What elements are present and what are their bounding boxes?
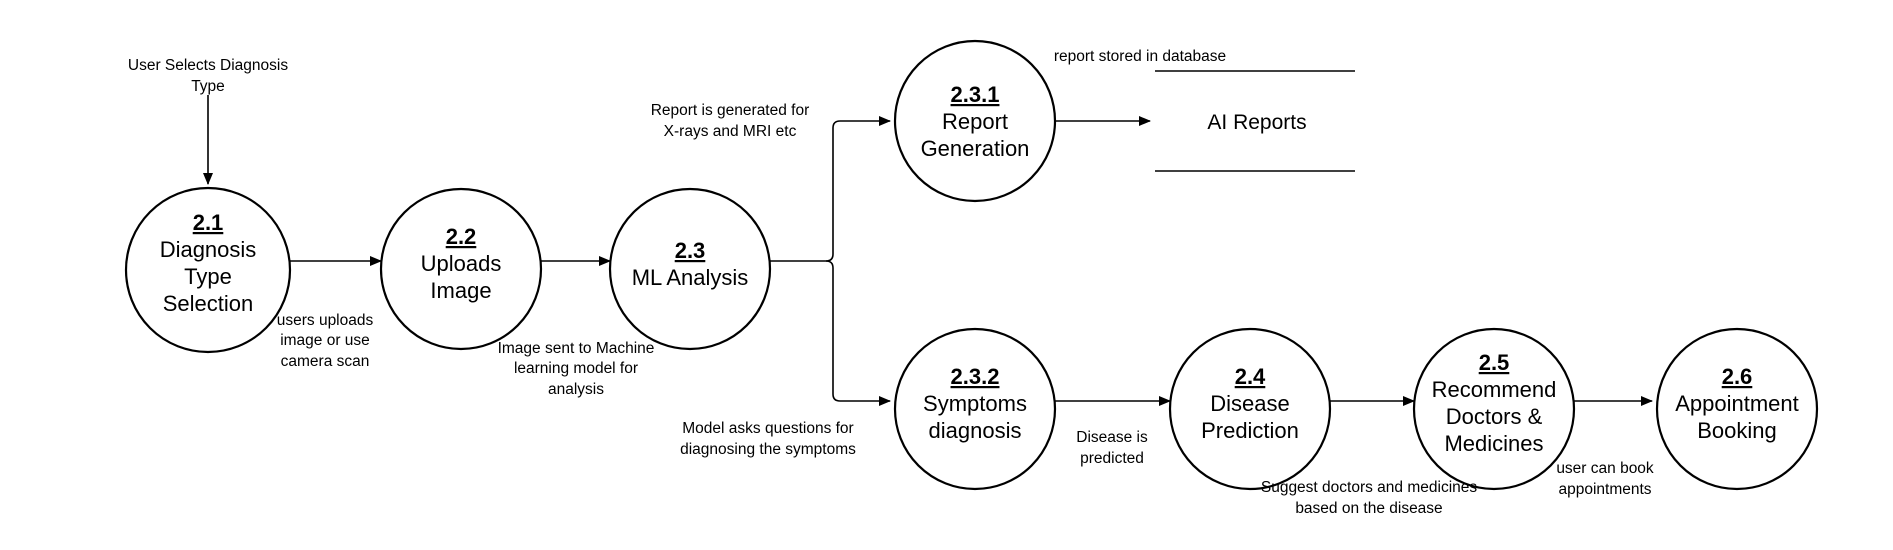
annotation-user-selects-line-1: User Selects Diagnosis bbox=[128, 57, 288, 74]
process-2-1: 2.1 Diagnosis Type Selection bbox=[124, 186, 292, 354]
process-2-3-label-line-1: ML Analysis bbox=[632, 265, 749, 290]
edges bbox=[203, 95, 1653, 406]
edge-2-3-to-2-3-2 bbox=[825, 260, 891, 406]
process-2-3-2-label-line-1: Symptoms bbox=[923, 391, 1027, 416]
process-2-3-2: 2.3.2 Symptoms diagnosis bbox=[893, 327, 1057, 491]
process-2-1-circle bbox=[124, 186, 292, 354]
datastore-ai-reports: AI Reports bbox=[1155, 70, 1355, 172]
process-2-2-label-line-2: Image bbox=[430, 278, 491, 303]
process-2-3-1-label-line-2: Generation bbox=[921, 136, 1030, 161]
process-2-3-circle bbox=[608, 187, 772, 351]
process-2-3-1: 2.3.1 Report Generation bbox=[893, 39, 1057, 203]
process-2-1-label-line-1: Diagnosis bbox=[160, 237, 257, 262]
process-2-1-label-line-2: Type bbox=[184, 264, 232, 289]
annotation-suggest-doctors-line-1: Suggest doctors and medicines bbox=[1261, 479, 1478, 496]
edge-2-3-branch bbox=[769, 116, 891, 262]
annotation-report-generated: Report is generated for X-rays and MRI e… bbox=[651, 102, 810, 140]
annotation-model-asks-line-2: diagnosing the symptoms bbox=[680, 441, 856, 458]
process-2-6: 2.6 Appointment Booking bbox=[1655, 327, 1819, 491]
annotation-report-generated-line-1: Report is generated for bbox=[651, 102, 810, 119]
process-2-2-id: 2.2 bbox=[446, 224, 477, 249]
annotation-disease-predicted-line-1: Disease is bbox=[1076, 429, 1148, 446]
annotation-users-uploads-line-1: users uploads bbox=[277, 312, 374, 329]
process-2-6-id: 2.6 bbox=[1722, 364, 1753, 389]
annotation-users-uploads-line-3: camera scan bbox=[281, 353, 370, 370]
annotation-user-selects: User Selects Diagnosis Type bbox=[128, 57, 288, 95]
process-2-2-circle bbox=[379, 187, 543, 351]
process-2-4: 2.4 Disease Prediction bbox=[1168, 327, 1332, 491]
process-2-3-1-id: 2.3.1 bbox=[951, 82, 1000, 107]
process-2-3-2-label-line-2: diagnosis bbox=[929, 418, 1022, 443]
process-2-5-label-line-1: Recommend bbox=[1432, 377, 1557, 402]
annotation-disease-predicted-line-2: predicted bbox=[1080, 450, 1144, 467]
process-2-3-2-circle bbox=[893, 327, 1057, 491]
datastore-label: AI Reports bbox=[1207, 111, 1306, 134]
process-2-2: 2.2 Uploads Image bbox=[379, 187, 543, 351]
process-2-5-circle bbox=[1412, 327, 1576, 491]
process-2-5-label-line-3: Medicines bbox=[1444, 431, 1543, 456]
annotation-report-generated-line-2: X-rays and MRI etc bbox=[664, 123, 797, 140]
process-2-6-label-line-1: Appointment bbox=[1675, 391, 1799, 416]
process-2-3: 2.3 ML Analysis bbox=[608, 187, 772, 351]
annotation-model-asks-line-1: Model asks questions for bbox=[682, 420, 853, 437]
process-2-5-id: 2.5 bbox=[1479, 350, 1510, 375]
process-2-3-id: 2.3 bbox=[675, 238, 706, 263]
annotation-model-asks: Model asks questions for diagnosing the … bbox=[680, 420, 856, 458]
process-2-4-label-line-1: Disease bbox=[1210, 391, 1289, 416]
annotation-disease-predicted: Disease is predicted bbox=[1076, 429, 1148, 467]
process-2-3-1-circle bbox=[893, 39, 1057, 203]
process-2-4-circle bbox=[1168, 327, 1332, 491]
annotation-image-sent-line-1: Image sent to Machine bbox=[498, 340, 655, 357]
process-2-1-id: 2.1 bbox=[193, 210, 224, 235]
process-2-1-label-line-3: Selection bbox=[163, 291, 254, 316]
annotation-user-can-book-line-1: user can book bbox=[1556, 460, 1654, 477]
annotation-users-uploads: users uploads image or use camera scan bbox=[277, 312, 374, 370]
annotation-user-selects-line-2: Type bbox=[191, 78, 225, 95]
annotation-image-sent-line-2: learning model for bbox=[514, 360, 638, 377]
process-2-4-id: 2.4 bbox=[1235, 364, 1266, 389]
process-2-2-label-line-1: Uploads bbox=[421, 251, 502, 276]
annotation-suggest-doctors-line-2: based on the disease bbox=[1295, 500, 1442, 517]
process-2-4-label-line-2: Prediction bbox=[1201, 418, 1299, 443]
annotation-report-stored-line-1: report stored in database bbox=[1054, 48, 1226, 65]
process-2-3-2-id: 2.3.2 bbox=[951, 364, 1000, 389]
annotation-report-stored: report stored in database bbox=[1054, 48, 1226, 65]
annotation-users-uploads-line-2: image or use bbox=[280, 332, 370, 349]
process-2-6-label-line-2: Booking bbox=[1697, 418, 1777, 443]
annotation-image-sent-line-3: analysis bbox=[548, 381, 604, 398]
process-2-5: 2.5 Recommend Doctors & Medicines bbox=[1412, 327, 1576, 491]
annotation-user-can-book: user can book appointments bbox=[1556, 460, 1654, 498]
process-2-5-label-line-2: Doctors & bbox=[1446, 404, 1543, 429]
annotation-user-can-book-line-2: appointments bbox=[1558, 481, 1651, 498]
annotation-image-sent: Image sent to Machine learning model for… bbox=[498, 340, 655, 398]
process-2-6-circle bbox=[1655, 327, 1819, 491]
annotation-suggest-doctors: Suggest doctors and medicines based on t… bbox=[1261, 479, 1478, 517]
process-2-3-1-label-line-1: Report bbox=[942, 109, 1008, 134]
